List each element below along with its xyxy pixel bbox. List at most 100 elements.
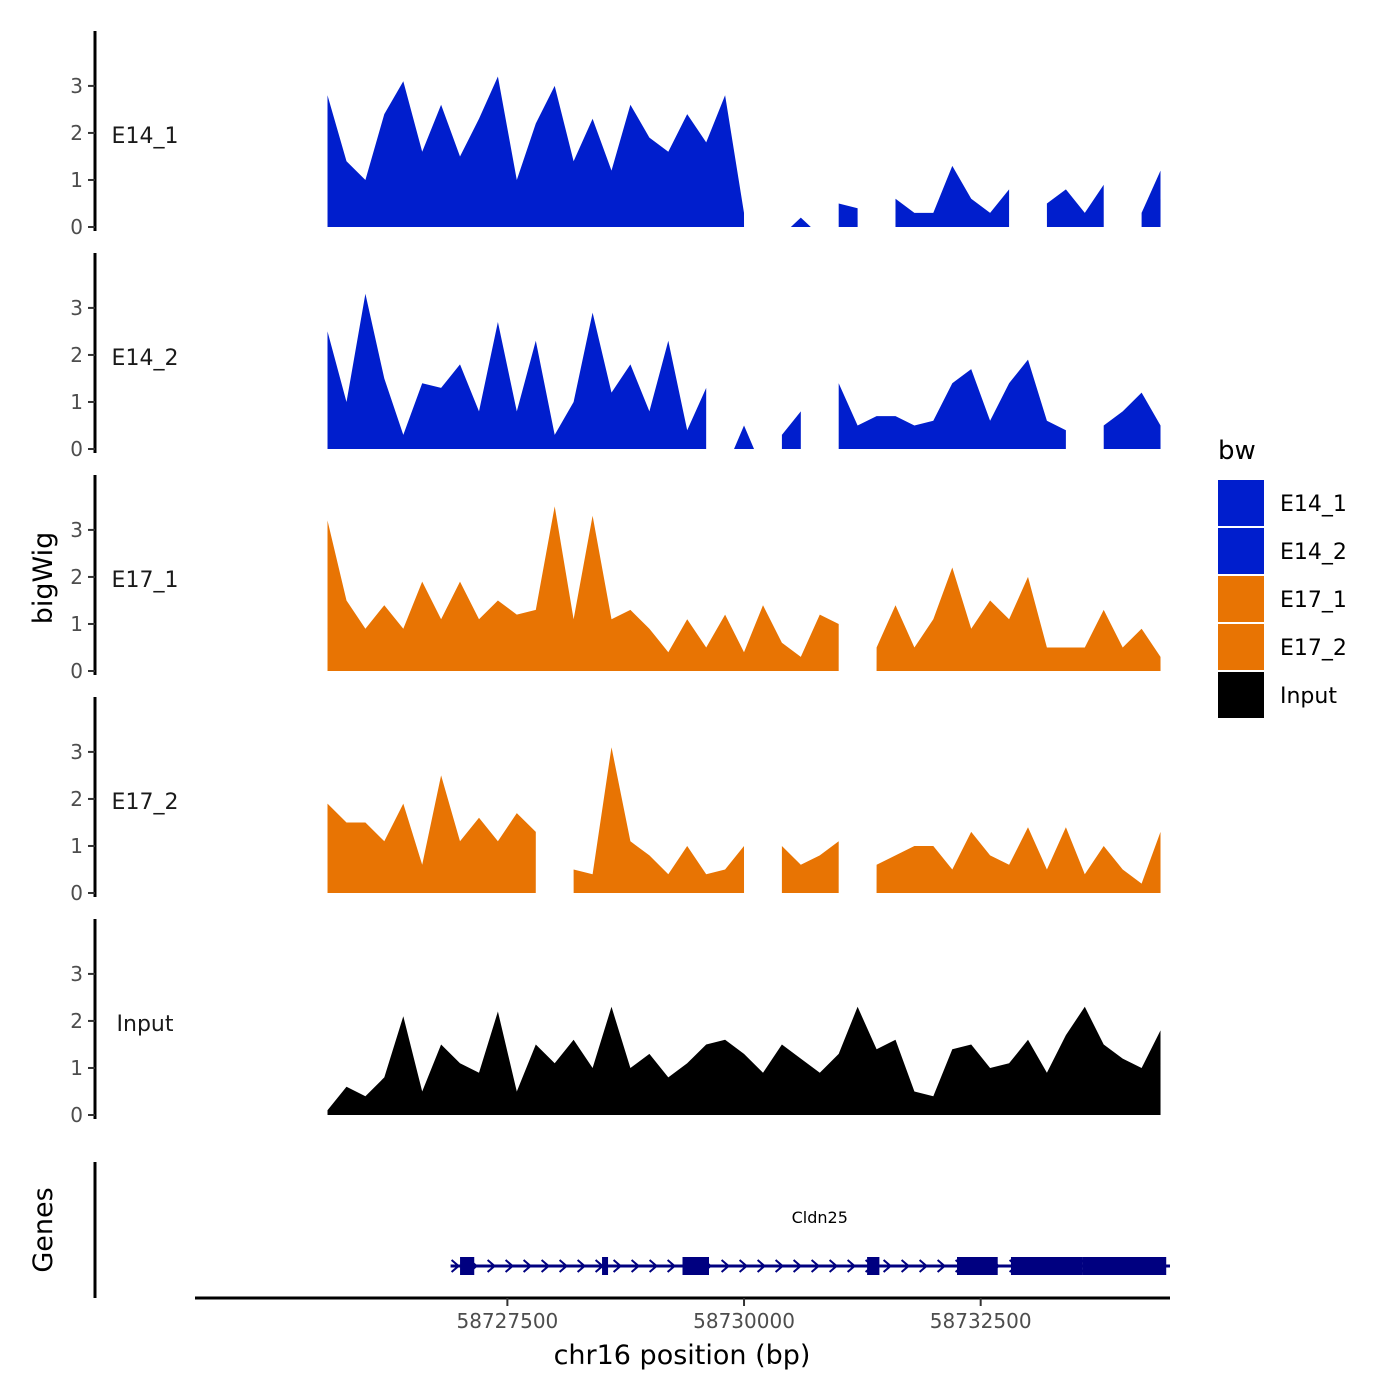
legend-item-e17-1: E17_1 bbox=[1218, 576, 1347, 622]
strand-arrow bbox=[522, 1259, 533, 1273]
y-tick-label: 2 bbox=[70, 565, 83, 589]
y-tick-label: 3 bbox=[70, 296, 83, 320]
y-axis-title: bigWig bbox=[28, 532, 59, 625]
strand-arrow bbox=[918, 1259, 929, 1273]
coverage-area-e17-1 bbox=[327, 506, 839, 671]
y-tick-label: 0 bbox=[70, 215, 83, 239]
strand-arrow bbox=[936, 1259, 947, 1273]
y-tick-label: 1 bbox=[70, 168, 83, 192]
coverage-area-e14-2 bbox=[327, 293, 707, 449]
legend-label: E17_1 bbox=[1280, 588, 1347, 613]
x-tick-label: 58730000 bbox=[693, 1309, 795, 1333]
track-label: E14_2 bbox=[112, 346, 179, 371]
x-tick-label: 58727500 bbox=[456, 1309, 558, 1333]
track-label: E14_1 bbox=[112, 124, 179, 149]
gene-exon bbox=[460, 1257, 475, 1275]
coverage-area-e14-1 bbox=[838, 203, 858, 227]
x-axis: 58727500 58730000 58732500 bbox=[195, 1296, 1170, 1333]
legend-label: Input bbox=[1280, 684, 1337, 709]
strand-arrow bbox=[540, 1259, 551, 1273]
strand-arrow bbox=[486, 1259, 497, 1273]
strand-arrow bbox=[720, 1259, 731, 1273]
legend-swatch bbox=[1218, 672, 1264, 718]
track-label: Input bbox=[117, 1012, 174, 1037]
legend-item-e14-1: E14_1 bbox=[1218, 480, 1347, 526]
legend-swatch bbox=[1218, 624, 1264, 670]
strand-arrow bbox=[576, 1259, 587, 1273]
strand-arrow bbox=[828, 1259, 839, 1273]
strand-arrow bbox=[504, 1259, 515, 1273]
y-tick-label: 0 bbox=[70, 659, 83, 683]
legend-label: E17_2 bbox=[1280, 636, 1347, 661]
legend-label: E14_1 bbox=[1280, 492, 1347, 517]
genes-track: Cldn25 bbox=[93, 1162, 1170, 1298]
y-tick-label: 1 bbox=[70, 834, 83, 858]
strand-arrow bbox=[558, 1259, 569, 1273]
track-input: 0 1 2 3 Input bbox=[70, 919, 1161, 1127]
track-label: E17_2 bbox=[112, 790, 179, 815]
strand-arrow bbox=[810, 1259, 821, 1273]
coverage-area-e14-2 bbox=[734, 425, 755, 449]
y-tick-label: 0 bbox=[70, 1103, 83, 1127]
track-e17-1: 0 1 2 3 E17_1 bbox=[70, 475, 1161, 683]
coverage-area-e14-2 bbox=[1103, 392, 1161, 449]
strand-arrow bbox=[882, 1259, 893, 1273]
track-label: E17_1 bbox=[112, 568, 179, 593]
coverage-area-e17-2 bbox=[876, 827, 1161, 893]
track-e17-2: 0 1 2 3 E17_2 bbox=[70, 697, 1161, 905]
y-tick-label: 3 bbox=[70, 740, 83, 764]
y-tick-label: 0 bbox=[70, 437, 83, 461]
gene-exon bbox=[1082, 1257, 1167, 1275]
track-e14-1: 0 1 2 3 E14_1 bbox=[70, 31, 1161, 239]
strand-arrow bbox=[900, 1259, 911, 1273]
coverage-area-e17-1 bbox=[876, 567, 1161, 671]
coverage-tracks: 0 1 2 3 E14_1 0 1 2 3 E14_2 0 1 2 3 E17_1 0 1 2 3 E17_2 0 1 2 3… bbox=[70, 31, 1161, 1127]
strand-arrow bbox=[774, 1259, 785, 1273]
y-tick-label: 3 bbox=[70, 962, 83, 986]
legend-swatch bbox=[1218, 480, 1264, 526]
gene-exon bbox=[602, 1257, 609, 1275]
coverage-area-e14-2 bbox=[838, 359, 1066, 449]
coverage-area-e14-1 bbox=[790, 217, 811, 227]
y-tick-label: 2 bbox=[70, 1009, 83, 1033]
gene-cldn25: Cldn25 bbox=[450, 1208, 1170, 1275]
legend-title: bw bbox=[1218, 436, 1256, 466]
gene-exon bbox=[1010, 1257, 1083, 1275]
coverage-area-input bbox=[327, 1006, 1161, 1115]
x-tick-label: 58732500 bbox=[930, 1309, 1032, 1333]
coverage-area-e14-1 bbox=[327, 76, 745, 227]
strand-arrow bbox=[756, 1259, 767, 1273]
coverage-area-e14-1 bbox=[1141, 170, 1161, 227]
coverage-area-e17-2 bbox=[573, 747, 745, 893]
strand-arrow bbox=[666, 1259, 677, 1273]
gene-exon bbox=[682, 1257, 710, 1275]
strand-arrow bbox=[450, 1259, 461, 1273]
coverage-area-e17-2 bbox=[327, 775, 536, 893]
y-tick-label: 2 bbox=[70, 121, 83, 145]
y-tick-label: 1 bbox=[70, 612, 83, 636]
legend-item-e14-2: E14_2 bbox=[1218, 528, 1347, 574]
strand-arrow bbox=[630, 1259, 641, 1273]
gene-name-label: Cldn25 bbox=[792, 1208, 848, 1227]
genes-axis-title: Genes bbox=[28, 1187, 59, 1272]
y-tick-label: 1 bbox=[70, 1056, 83, 1080]
track-e14-2: 0 1 2 3 E14_2 bbox=[70, 253, 1161, 461]
legend: bw E14_1 E14_2 E17_1 E17_2 Input bbox=[1218, 436, 1347, 718]
y-tick-label: 3 bbox=[70, 518, 83, 542]
coverage-area-e17-2 bbox=[781, 841, 839, 893]
legend-item-e17-2: E17_2 bbox=[1218, 624, 1347, 670]
legend-label: E14_2 bbox=[1280, 540, 1347, 565]
y-tick-label: 2 bbox=[70, 787, 83, 811]
y-tick-label: 2 bbox=[70, 343, 83, 367]
strand-arrow bbox=[612, 1259, 623, 1273]
coverage-area-e14-2 bbox=[781, 411, 801, 449]
strand-arrow bbox=[648, 1259, 659, 1273]
gene-exon bbox=[957, 1257, 998, 1275]
coverage-area-e14-1 bbox=[1046, 184, 1104, 227]
y-tick-label: 0 bbox=[70, 881, 83, 905]
legend-swatch bbox=[1218, 528, 1264, 574]
x-axis-title: chr16 position (bp) bbox=[554, 1340, 811, 1371]
legend-swatch bbox=[1218, 576, 1264, 622]
coverage-area-e14-1 bbox=[895, 165, 1010, 227]
